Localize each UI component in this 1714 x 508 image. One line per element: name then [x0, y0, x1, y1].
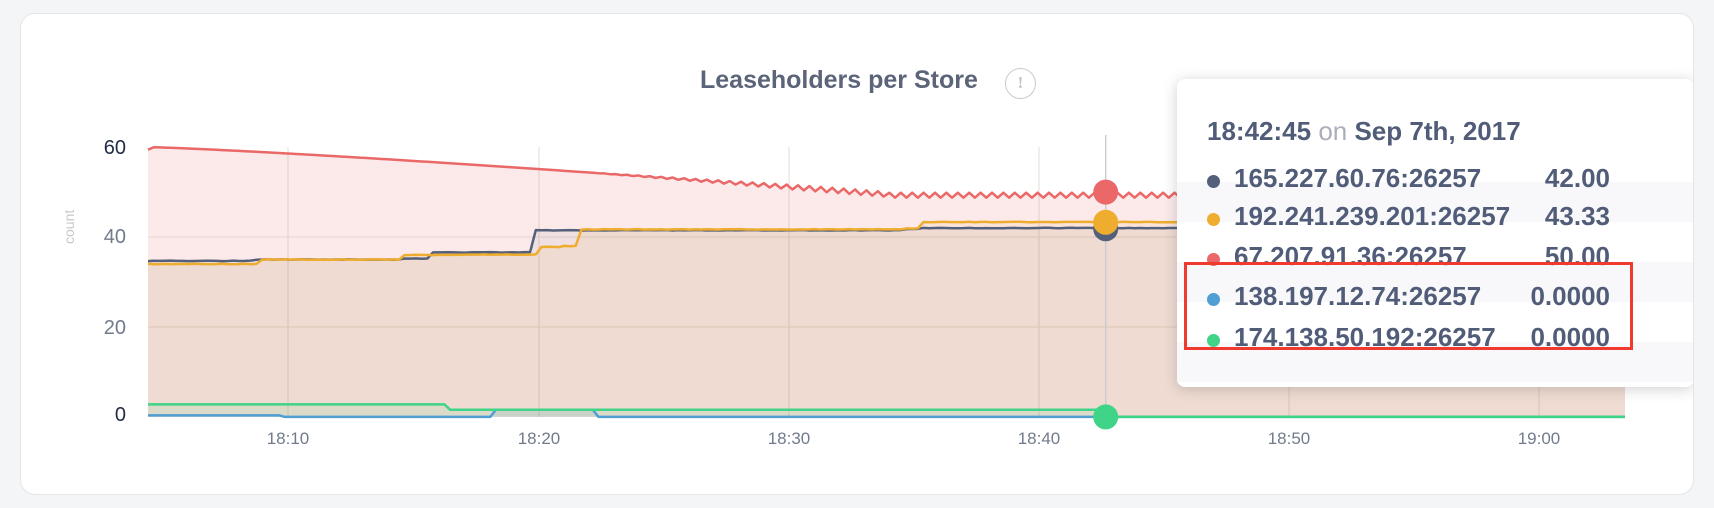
svg-text:60: 60	[104, 137, 126, 159]
svg-text:40: 40	[104, 226, 126, 248]
svg-text:18:50: 18:50	[1268, 429, 1311, 448]
svg-text:19:00: 19:00	[1518, 429, 1561, 448]
svg-text:18:40: 18:40	[1018, 429, 1061, 448]
svg-text:20: 20	[104, 317, 126, 339]
svg-text:0: 0	[115, 404, 126, 426]
svg-text:18:10: 18:10	[267, 429, 310, 448]
svg-text:18:20: 18:20	[518, 429, 561, 448]
svg-text:18:30: 18:30	[768, 429, 811, 448]
